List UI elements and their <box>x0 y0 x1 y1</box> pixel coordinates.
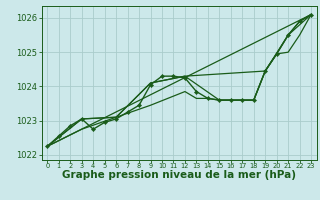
X-axis label: Graphe pression niveau de la mer (hPa): Graphe pression niveau de la mer (hPa) <box>62 170 296 180</box>
